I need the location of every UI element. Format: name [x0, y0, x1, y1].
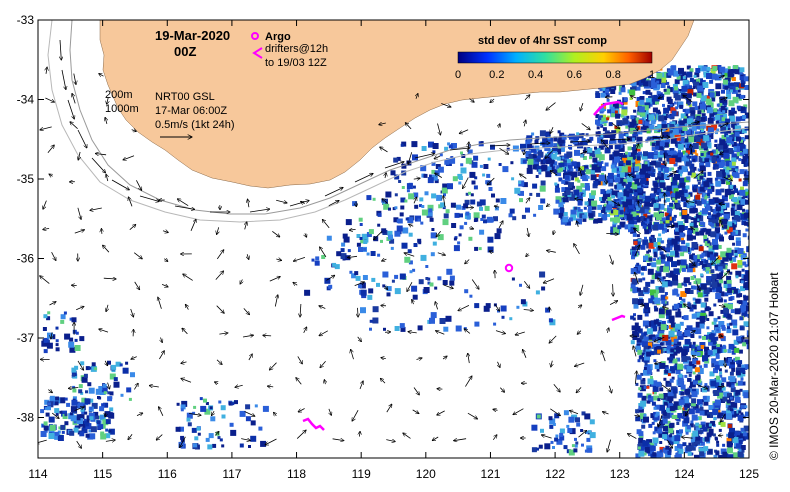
x-tick-label: 117 [222, 467, 241, 481]
vector-scale-label: 0.5m/s (1kt 24h) [155, 119, 234, 131]
current-vectors [38, 39, 733, 452]
drifter-legend-icon [252, 47, 263, 59]
y-tick-label: -38 [17, 411, 35, 425]
header-date: 19-Mar-2020 [155, 28, 230, 43]
x-tick-label: 115 [93, 467, 112, 481]
argo-legend-label: Argo [265, 31, 291, 43]
argo-legend-icon [251, 32, 259, 40]
drifter-track-1 [302, 417, 325, 431]
x-tick-label: 123 [610, 467, 630, 481]
isobath-1000m [47, 20, 749, 223]
argo-float-marker [504, 263, 514, 273]
x-tick-label: 116 [158, 467, 177, 481]
x-tick-label: 121 [480, 467, 500, 481]
x-axis: 114 115 116 117 118 119 120 121 122 123 124 125 [28, 20, 759, 481]
x-tick-label: 114 [28, 467, 47, 481]
current-source-label: NRT00 GSL [155, 91, 215, 103]
drifter-track-3 [593, 100, 624, 116]
x-tick-label: 120 [416, 467, 436, 481]
colorbar-tick-label: 0.6 [567, 69, 582, 81]
colorbar-title: std dev of 4hr SST comp [478, 35, 607, 47]
x-tick-label: 118 [287, 467, 306, 481]
x-tick-label: 119 [352, 467, 371, 481]
y-tick-label: -34 [17, 93, 35, 107]
credit-text: © IMOS 20-Mar-2020 21:07 Hobart [767, 272, 781, 460]
colorbar-ticks: 0 0.2 0.4 0.6 0.8 1 [455, 69, 655, 81]
drifter-track-2 [611, 314, 626, 322]
y-tick-label: -36 [17, 252, 35, 266]
colorbar-tick-label: 0 [455, 69, 461, 81]
colorbar-tick-label: 1 [649, 69, 655, 81]
colorbar [457, 51, 653, 64]
current-time-label: 17-Mar 06:00Z [155, 105, 227, 117]
colorbar-tick-label: 0.4 [528, 69, 543, 81]
colorbar-tick-label: 0.8 [606, 69, 621, 81]
drifter-legend-line1: drifters@12h [265, 43, 328, 55]
x-tick-label: 124 [674, 467, 694, 481]
isobath-1000-label: 1000m [105, 103, 139, 115]
plot-frame [37, 19, 750, 459]
isobath-200-label: 200m [105, 89, 133, 101]
y-axis: -33 -34 -35 -36 -37 -38 [17, 13, 749, 425]
x-tick-label: 122 [545, 467, 565, 481]
drifter-legend-line2: to 19/03 12Z [265, 57, 327, 69]
x-tick-label: 125 [739, 467, 759, 481]
y-tick-label: -33 [17, 13, 35, 27]
colorbar-tick-label: 0.2 [489, 69, 504, 81]
y-tick-label: -37 [17, 331, 35, 345]
isobath-200m [69, 20, 749, 215]
header-time: 00Z [174, 44, 196, 59]
y-tick-label: -35 [17, 172, 35, 186]
